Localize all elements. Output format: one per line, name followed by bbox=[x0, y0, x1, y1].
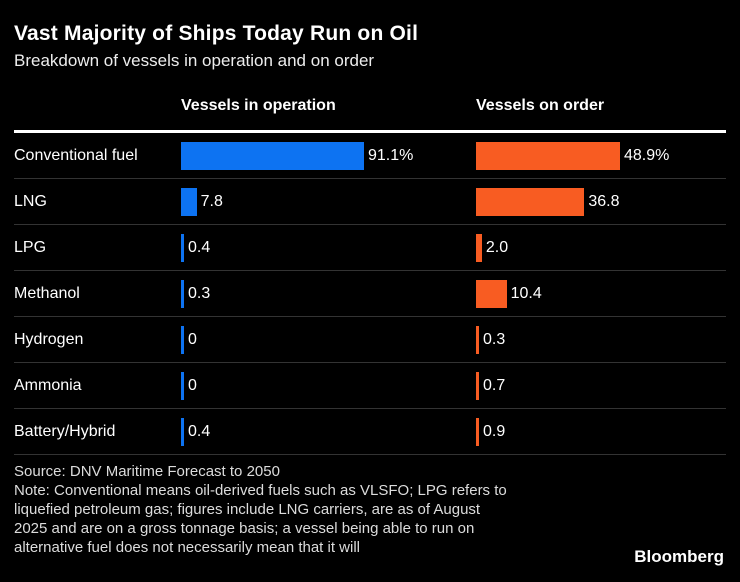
chart-row: LPG 0.4 2.0 bbox=[14, 225, 726, 271]
chart-title: Vast Majority of Ships Today Run on Oil bbox=[14, 22, 419, 45]
chart-row: Methanol 0.3 10.4 bbox=[14, 271, 726, 317]
value-label: 10.4 bbox=[510, 284, 542, 302]
bar-on-order bbox=[476, 141, 620, 170]
column-header-in-operation: Vessels in operation bbox=[181, 97, 336, 114]
category-label: LNG bbox=[14, 192, 47, 210]
cell-in-operation: 0.3 bbox=[181, 279, 476, 308]
cell-on-order: 48.9% bbox=[476, 141, 726, 170]
cell-in-operation: 91.1% bbox=[181, 141, 476, 170]
cell-on-order: 0.7 bbox=[476, 371, 726, 400]
chart-rows: Conventional fuel 91.1% 48.9% LNG 7.8 36.8 LPG… bbox=[14, 130, 726, 455]
bar-on-order bbox=[476, 187, 585, 216]
bar-on-order bbox=[476, 325, 479, 354]
value-label: 0.4 bbox=[188, 238, 211, 256]
chart-footer: Source: DNV Maritime Forecast to 2050 No… bbox=[14, 462, 726, 557]
category-label: Conventional fuel bbox=[14, 146, 138, 164]
value-label: 0.3 bbox=[483, 330, 506, 348]
cell-in-operation: 0.4 bbox=[181, 233, 476, 262]
cell-in-operation: 7.8 bbox=[181, 187, 476, 216]
category-label: Ammonia bbox=[14, 376, 82, 394]
category-label: Hydrogen bbox=[14, 330, 84, 348]
column-headers: Vessels in operation Vessels on order bbox=[14, 97, 726, 130]
value-label: 0.7 bbox=[483, 376, 506, 394]
bar-on-order bbox=[476, 417, 479, 446]
chart-card: Vast Majority of Ships Today Run on Oil … bbox=[0, 22, 740, 557]
value-label: 0.9 bbox=[483, 422, 506, 440]
cell-in-operation: 0 bbox=[181, 325, 476, 354]
value-label: 91.1% bbox=[368, 146, 414, 164]
chart-subtitle: Breakdown of vessels in operation and on… bbox=[14, 51, 375, 70]
value-label: 7.8 bbox=[200, 192, 223, 210]
footnote-line: Note: Conventional means oil-derived fue… bbox=[14, 482, 507, 499]
footnote-line: 2025 and are on a gross tonnage basis; a… bbox=[14, 520, 475, 537]
value-label: 2.0 bbox=[485, 238, 509, 256]
category-label: Battery/Hybrid bbox=[14, 422, 116, 440]
bar-in-operation bbox=[181, 417, 184, 446]
bar-in-operation bbox=[181, 187, 197, 216]
bar-on-order bbox=[476, 279, 507, 308]
cell-on-order: 36.8 bbox=[476, 187, 726, 216]
category-label: Methanol bbox=[14, 284, 80, 302]
footnote-line: alternative fuel does not necessarily me… bbox=[14, 539, 361, 556]
chart-row: Ammonia 0 0.7 bbox=[14, 363, 726, 409]
value-label: 36.8 bbox=[588, 192, 620, 210]
cell-in-operation: 0 bbox=[181, 371, 476, 400]
cell-on-order: 10.4 bbox=[476, 279, 726, 308]
value-label: 0.3 bbox=[188, 284, 211, 302]
value-label: 48.9% bbox=[624, 146, 670, 164]
chart-row: Hydrogen 0 0.3 bbox=[14, 317, 726, 363]
footnote-line: liquefied petroleum gas; figures include… bbox=[14, 501, 481, 518]
bar-in-operation bbox=[181, 371, 184, 400]
cell-on-order: 0.3 bbox=[476, 325, 726, 354]
value-label: 0.4 bbox=[188, 422, 211, 440]
bar-in-operation bbox=[181, 279, 184, 308]
chart-row: LNG 7.8 36.8 bbox=[14, 179, 726, 225]
value-label: 0 bbox=[188, 376, 197, 394]
value-label: 0 bbox=[188, 330, 197, 348]
footnote: Note: Conventional means oil-derived fue… bbox=[14, 481, 726, 557]
chart-row: Conventional fuel 91.1% 48.9% bbox=[14, 133, 726, 179]
bar-in-operation bbox=[181, 233, 184, 262]
category-label: LPG bbox=[14, 238, 47, 256]
chart-row: Battery/Hybrid 0.4 0.9 bbox=[14, 409, 726, 455]
cell-on-order: 2.0 bbox=[476, 233, 726, 262]
bar-in-operation bbox=[181, 325, 184, 354]
bloomberg-logo: Bloomberg bbox=[634, 547, 724, 566]
source-line: Source: DNV Maritime Forecast to 2050 bbox=[14, 463, 280, 480]
cell-on-order: 0.9 bbox=[476, 417, 726, 446]
column-header-on-order: Vessels on order bbox=[476, 97, 605, 114]
cell-in-operation: 0.4 bbox=[181, 417, 476, 446]
bar-in-operation bbox=[181, 141, 364, 170]
bar-on-order bbox=[476, 233, 482, 262]
bar-on-order bbox=[476, 371, 479, 400]
